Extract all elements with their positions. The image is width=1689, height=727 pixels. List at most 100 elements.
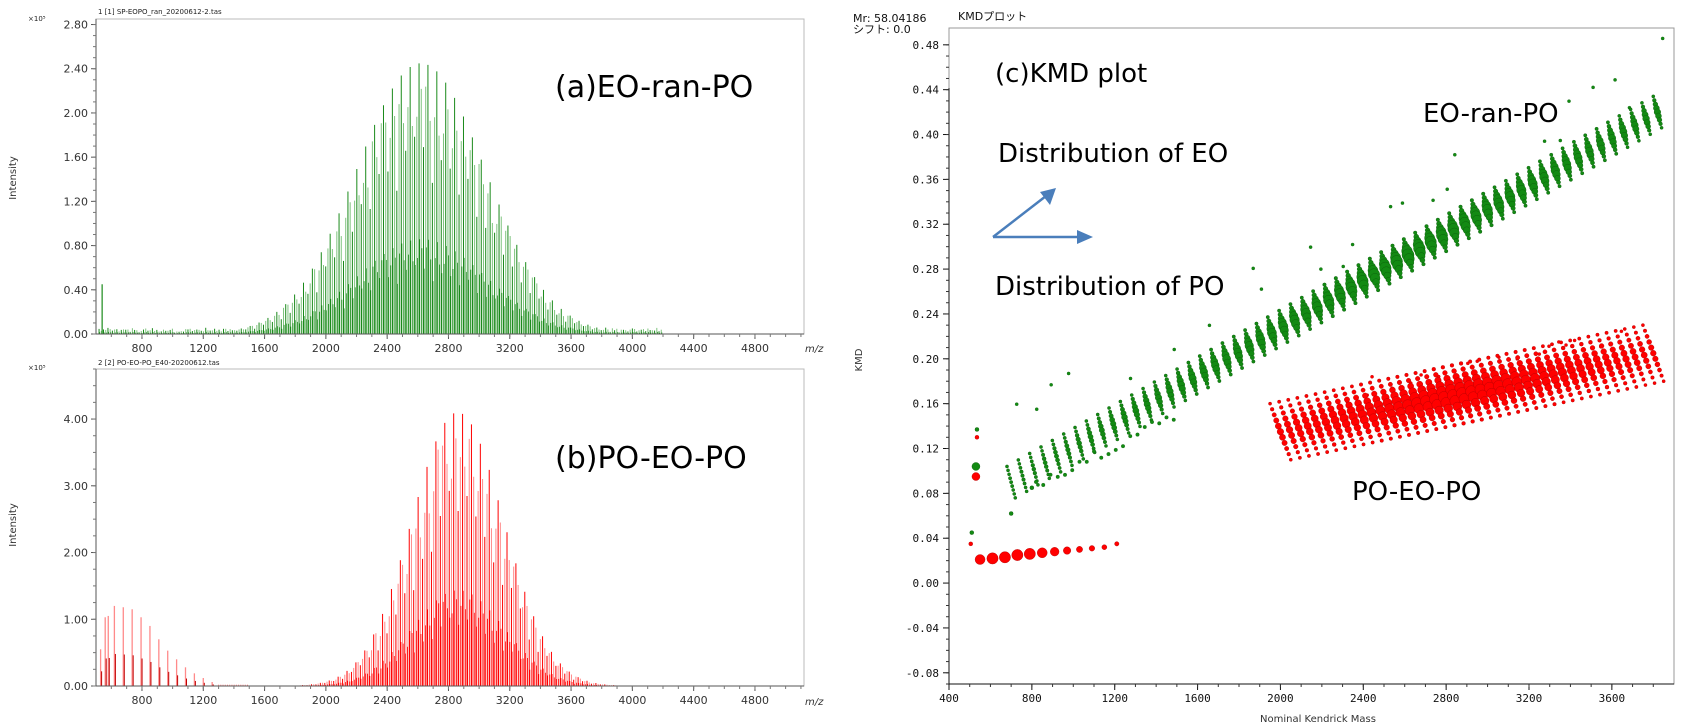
kmd-point (1631, 353, 1639, 361)
kmd-outlier-point (1172, 347, 1176, 352)
kmd-point (1434, 427, 1439, 432)
kmd-point (1095, 412, 1100, 417)
kmd-point (1444, 249, 1449, 254)
kmd-point (1570, 343, 1575, 349)
kmd-point (1347, 432, 1354, 438)
kmd-point (1470, 419, 1475, 424)
kmd-point (1316, 402, 1323, 408)
kmd-point (1243, 328, 1248, 333)
kmd-point (1047, 476, 1052, 481)
kmd-low-mass-point (1101, 544, 1108, 550)
kmd-point (1591, 164, 1596, 169)
kmd-point (1345, 269, 1350, 274)
file-label-b: 2 [2] PO-EO-PO_E40-20200612.tas (98, 359, 220, 367)
kmd-point (1017, 462, 1022, 466)
kmd-point (1398, 275, 1403, 280)
kmd-point (1483, 402, 1491, 410)
kmd-point (1376, 288, 1381, 293)
kmd-point (1447, 211, 1452, 216)
kmd-point (1042, 460, 1048, 465)
kmd-point (1119, 403, 1124, 408)
kmd-point (1041, 456, 1047, 461)
kmd-point (1442, 244, 1448, 250)
kmd-point (1288, 431, 1295, 439)
kmd-outlier-point (1445, 187, 1449, 192)
kmd-point (1550, 342, 1554, 347)
kmd-point (1624, 332, 1629, 337)
kmd-sparse-point (1121, 444, 1125, 449)
kmd-point (1368, 434, 1373, 440)
kmd-point (1370, 440, 1375, 445)
kmd-point (1361, 442, 1366, 447)
kmd-point (1378, 383, 1384, 389)
kmd-point (1050, 438, 1055, 443)
kmd-point (1333, 276, 1338, 281)
kmd-point (1633, 359, 1641, 366)
kmd-point (1320, 438, 1326, 444)
kmd-point (1629, 348, 1637, 355)
kmd-point (1350, 384, 1354, 389)
kmd-point (1279, 433, 1286, 441)
kmd-outlier-point (1066, 371, 1071, 376)
kmd-point (1544, 186, 1550, 192)
kmd-point (1650, 350, 1657, 357)
kmd-point (1039, 445, 1043, 449)
kmd-point (1637, 341, 1643, 347)
kmd-point (1367, 256, 1372, 261)
kmd-point (1652, 355, 1659, 362)
kmd-point (1141, 390, 1147, 395)
kmd-point (1624, 361, 1632, 368)
kmd-point (1526, 165, 1531, 170)
kmd-point (1335, 398, 1341, 405)
kmd-point (1544, 354, 1550, 361)
kmd-point (1552, 402, 1557, 407)
kmd-low-mass-point (974, 554, 986, 565)
kmd-point (1607, 390, 1611, 395)
kmd-outlier-point (1014, 402, 1019, 406)
kmd-point (1334, 448, 1339, 453)
kmd-point (1029, 459, 1034, 464)
kmd-point (1469, 364, 1475, 370)
kmd-point (1254, 321, 1259, 326)
kmd-point (1353, 423, 1361, 432)
kmd-sparse-point (1063, 472, 1067, 477)
kmd-sparse-point (1113, 447, 1118, 452)
kmd-point (1476, 225, 1482, 231)
kmd-point (1369, 385, 1375, 391)
kmd-outlier-point (1542, 139, 1547, 143)
series-label-eo-ran-po: EO-ran-PO (1423, 99, 1559, 129)
kmd-point (1268, 401, 1272, 406)
kmd-point (1424, 224, 1429, 229)
kmd-point (1460, 366, 1466, 372)
kmd-point (1606, 120, 1610, 125)
kmd-point (1594, 126, 1599, 131)
kmd-point (1525, 407, 1530, 412)
kmd-low-mass-point (1050, 547, 1060, 557)
kmd-point (1081, 457, 1086, 461)
kmd-point (1295, 329, 1301, 335)
kmd-point (1333, 393, 1339, 399)
kmd-point (1534, 197, 1539, 202)
kmd-point (1289, 408, 1295, 414)
kmd-point (1356, 430, 1363, 437)
kmd-point (1295, 450, 1300, 455)
kmd-y-tick-label: 0.44 (913, 84, 940, 97)
kmd-point (1012, 492, 1017, 496)
kmd-point (1315, 397, 1320, 402)
kmd-point (1486, 355, 1491, 360)
spectrum-panel-a: ×10⁵ 1 [1] SP-EOPO_ran_20200612-2.tas In… (8, 8, 824, 355)
kmd-point (1388, 436, 1393, 441)
kmd-point (1519, 395, 1527, 402)
kmd-outlier-point (1400, 201, 1405, 205)
kmd-point (1172, 405, 1176, 409)
kmd-point (1041, 452, 1046, 457)
kmd-point (1635, 134, 1640, 139)
series-label-po-eo-po: PO-EO-PO (1352, 477, 1481, 507)
annotation-b: (b)PO-EO-PO (555, 441, 747, 476)
kmd-point (1538, 159, 1542, 164)
po-distribution-label: Distribution of PO (995, 272, 1224, 302)
kmd-sparse-point (1142, 425, 1147, 429)
kmd-point (1040, 449, 1044, 453)
kmd-point (1395, 428, 1401, 434)
kmd-point (1640, 101, 1644, 105)
